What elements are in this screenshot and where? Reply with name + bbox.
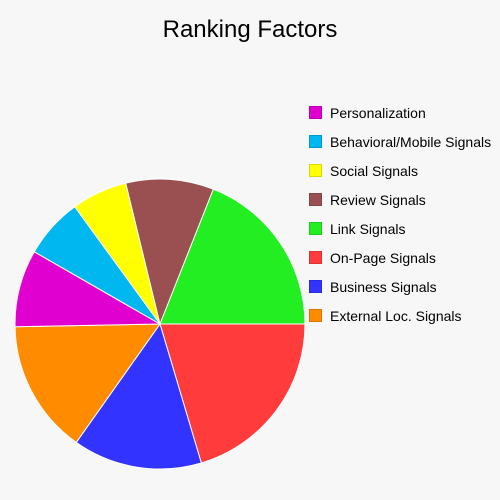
legend-swatch (309, 193, 322, 206)
pie-slice-business-signals (75, 322, 202, 470)
pie-slice-external-loc-signals (14, 323, 161, 444)
legend-item-review-signals: Review Signals (309, 185, 491, 214)
legend-swatch (309, 251, 322, 264)
legend-swatch (309, 309, 322, 322)
legend-label: External Loc. Signals (330, 307, 462, 324)
pie-slice-on-page-signals (159, 323, 306, 464)
legend-label: Review Signals (330, 191, 426, 208)
legend-swatch (309, 106, 322, 119)
legend-item-link-signals: Link Signals (309, 214, 491, 243)
legend-label: Link Signals (330, 220, 406, 237)
pie-slice-link-signals (159, 188, 306, 325)
legend-label: Business Signals (330, 278, 437, 295)
chart-title: Ranking Factors (162, 16, 338, 43)
legend-item-behavioral-mobile-signals: Behavioral/Mobile Signals (309, 127, 491, 156)
legend-swatch (309, 222, 322, 235)
legend-item-personalization: Personalization (309, 98, 491, 127)
legend-label: Behavioral/Mobile Signals (330, 133, 492, 150)
legend-label: Personalization (330, 104, 426, 121)
legend-item-social-signals: Social Signals (309, 156, 491, 185)
legend-item-on-page-signals: On-Page Signals (309, 243, 491, 272)
legend-swatch (309, 164, 322, 177)
legend-label: Social Signals (330, 162, 418, 179)
legend-item-external-loc-signals: External Loc. Signals (309, 301, 491, 330)
legend-swatch (309, 280, 322, 293)
legend-label: On-Page Signals (330, 249, 436, 266)
legend-swatch (309, 135, 322, 148)
legend-item-business-signals: Business Signals (309, 272, 491, 301)
legend: Personalization Behavioral/Mobile Signals… (309, 98, 491, 330)
pie-slice-review-signals (125, 178, 215, 326)
